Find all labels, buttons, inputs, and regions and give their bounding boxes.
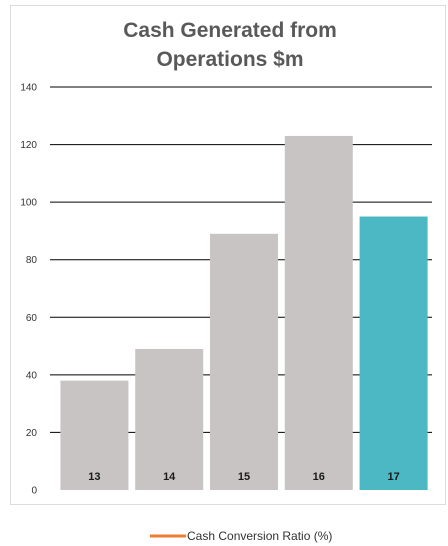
x-category-label: 13 [88,471,100,483]
y-tick-label: 20 [26,428,38,439]
y-tick-label: 80 [26,255,38,266]
y-tick-label: 120 [20,140,37,151]
y-tick-label: 40 [26,370,38,381]
x-category-label: 14 [163,471,176,483]
bar [60,380,129,490]
y-tick-label: 100 [20,198,37,209]
y-tick-label: 140 [20,83,37,94]
x-axis-categories: 13 14 15 16 17 [88,471,399,483]
legend: Cash Conversion Ratio (%) [150,529,332,543]
chart-title-line: Cash Generated from [123,19,337,42]
bar [135,348,204,490]
y-tick-label: 60 [26,313,38,324]
x-category-label: 16 [313,471,325,483]
chart-title-line: Operations $m [156,48,303,71]
bar [359,216,428,491]
legend-label: Cash Conversion Ratio (%) [187,529,332,543]
chart-title: Cash Generated from Operations $m [123,19,337,71]
bar [284,135,353,490]
y-tick-label: 0 [31,486,37,497]
x-category-label: 17 [387,471,399,483]
y-axis-ticks: 0 20 40 60 80 100 120 140 [20,83,37,497]
x-category-label: 15 [238,471,250,483]
bar [210,233,278,491]
bars [60,135,428,491]
